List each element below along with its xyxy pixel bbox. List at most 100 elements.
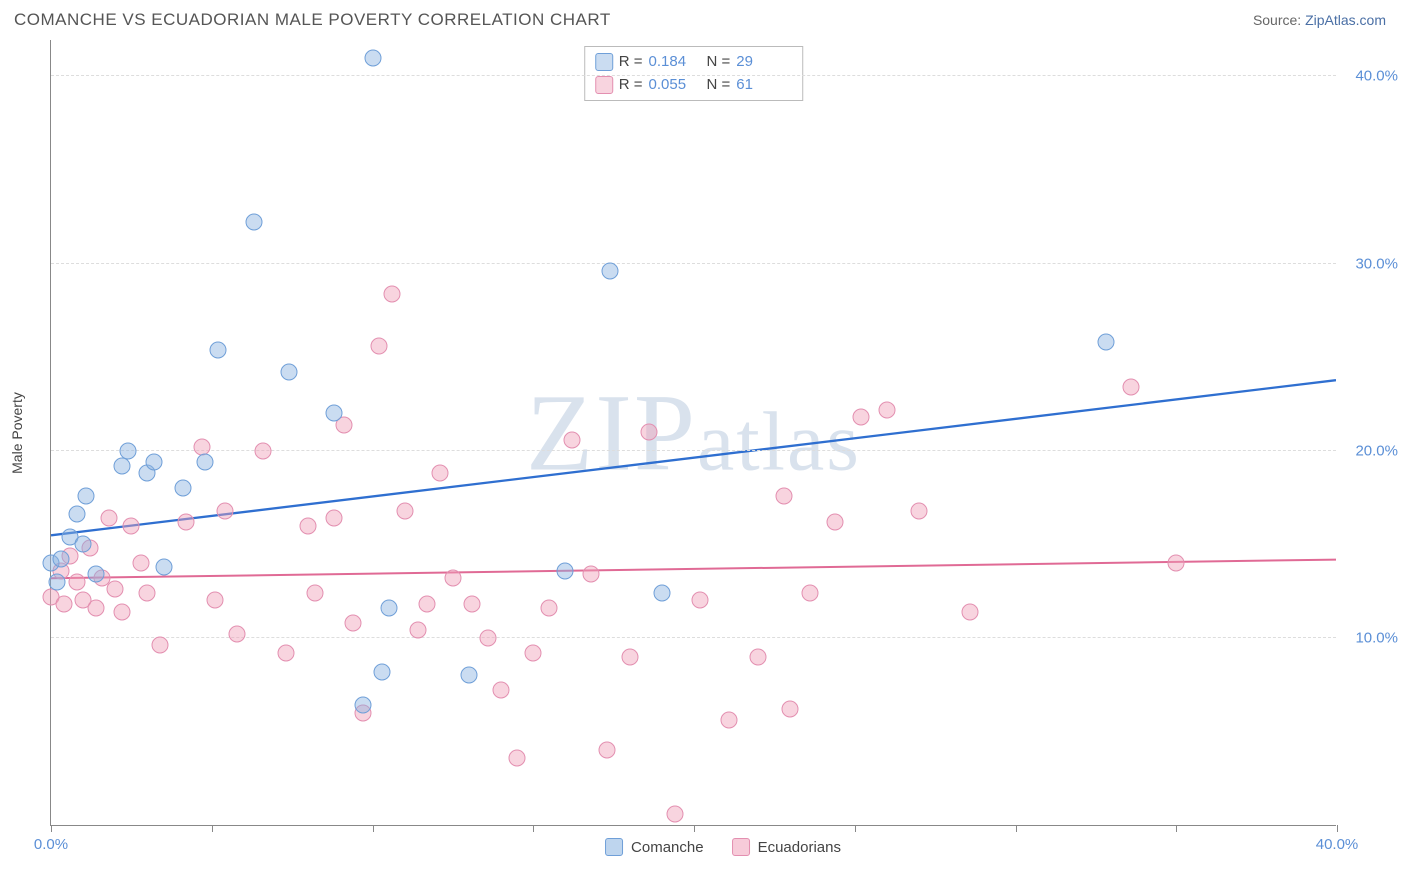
trend-line	[51, 380, 1336, 535]
stats-r-value: 0.184	[649, 51, 701, 74]
scatter-point	[962, 603, 979, 620]
scatter-point	[145, 453, 162, 470]
scatter-point	[277, 644, 294, 661]
scatter-point	[396, 502, 413, 519]
scatter-point	[666, 805, 683, 822]
scatter-point	[444, 569, 461, 586]
scatter-point	[370, 337, 387, 354]
stats-n-value: 61	[736, 74, 788, 97]
source-link[interactable]: ZipAtlas.com	[1305, 12, 1386, 28]
legend-swatch	[595, 53, 613, 71]
x-tick-label: 40.0%	[1316, 836, 1359, 853]
x-tick	[51, 825, 52, 832]
scatter-point	[1097, 334, 1114, 351]
scatter-point	[721, 712, 738, 729]
scatter-point	[75, 536, 92, 553]
scatter-point	[563, 431, 580, 448]
legend-label: Ecuadorians	[758, 839, 841, 856]
stats-n-label: N =	[707, 51, 731, 74]
grid-line	[51, 263, 1336, 264]
scatter-point	[409, 622, 426, 639]
source-attr: Source: ZipAtlas.com	[1253, 12, 1386, 28]
scatter-point	[1123, 379, 1140, 396]
scatter-point	[827, 513, 844, 530]
legend-item: Comanche	[605, 838, 704, 856]
legend-swatch	[605, 838, 623, 856]
stats-row: R = 0.055N = 61	[595, 74, 789, 97]
x-tick	[1016, 825, 1017, 832]
scatter-point	[480, 629, 497, 646]
grid-line	[51, 75, 1336, 76]
scatter-point	[245, 214, 262, 231]
scatter-point	[100, 510, 117, 527]
scatter-point	[653, 584, 670, 601]
scatter-point	[557, 562, 574, 579]
y-tick-label: 10.0%	[1355, 629, 1398, 646]
trend-lines	[51, 40, 1336, 825]
series-legend: Comanche Ecuadorians	[605, 838, 841, 856]
scatter-point	[602, 263, 619, 280]
legend-swatch	[595, 76, 613, 94]
x-tick	[1337, 825, 1338, 832]
stats-row: R = 0.184 N = 29	[595, 51, 789, 74]
scatter-point	[325, 405, 342, 422]
scatter-point	[432, 465, 449, 482]
scatter-point	[107, 581, 124, 598]
x-tick	[212, 825, 213, 832]
scatter-point	[88, 599, 105, 616]
scatter-point	[280, 364, 297, 381]
scatter-point	[174, 480, 191, 497]
scatter-point	[78, 487, 95, 504]
trend-line	[51, 560, 1336, 579]
source-prefix: Source:	[1253, 12, 1305, 28]
chart-container: Male Poverty ZIPatlas R = 0.184N = 29R =…	[50, 40, 1396, 826]
scatter-point	[583, 566, 600, 583]
scatter-point	[525, 644, 542, 661]
scatter-point	[123, 517, 140, 534]
x-tick	[533, 825, 534, 832]
scatter-point	[325, 510, 342, 527]
scatter-point	[464, 596, 481, 613]
stats-r-value: 0.055	[649, 74, 701, 97]
scatter-point	[621, 648, 638, 665]
scatter-point	[155, 558, 172, 575]
y-tick-label: 20.0%	[1355, 442, 1398, 459]
scatter-point	[306, 584, 323, 601]
stats-r-label: R =	[619, 51, 643, 74]
plot-area: Male Poverty ZIPatlas R = 0.184N = 29R =…	[50, 40, 1336, 826]
scatter-point	[374, 663, 391, 680]
scatter-point	[210, 341, 227, 358]
stats-n-label: N =	[707, 74, 731, 97]
x-tick	[373, 825, 374, 832]
scatter-point	[911, 502, 928, 519]
scatter-point	[750, 648, 767, 665]
scatter-point	[853, 409, 870, 426]
stats-n-value: 29	[736, 51, 788, 74]
scatter-point	[692, 592, 709, 609]
scatter-point	[255, 442, 272, 459]
scatter-point	[419, 596, 436, 613]
chart-title: COMANCHE VS ECUADORIAN MALE POVERTY CORR…	[14, 10, 611, 30]
scatter-point	[52, 551, 69, 568]
scatter-point	[640, 424, 657, 441]
scatter-point	[776, 487, 793, 504]
scatter-point	[152, 637, 169, 654]
scatter-point	[197, 453, 214, 470]
scatter-point	[68, 506, 85, 523]
scatter-point	[509, 749, 526, 766]
x-tick	[1176, 825, 1177, 832]
scatter-point	[206, 592, 223, 609]
y-axis-label: Male Poverty	[9, 392, 25, 474]
legend-label: Comanche	[631, 839, 704, 856]
scatter-point	[300, 517, 317, 534]
scatter-point	[88, 566, 105, 583]
scatter-point	[801, 584, 818, 601]
scatter-point	[345, 614, 362, 631]
legend-item: Ecuadorians	[732, 838, 841, 856]
x-tick	[694, 825, 695, 832]
x-tick	[855, 825, 856, 832]
scatter-point	[383, 285, 400, 302]
scatter-point	[380, 599, 397, 616]
scatter-point	[493, 682, 510, 699]
scatter-point	[782, 700, 799, 717]
